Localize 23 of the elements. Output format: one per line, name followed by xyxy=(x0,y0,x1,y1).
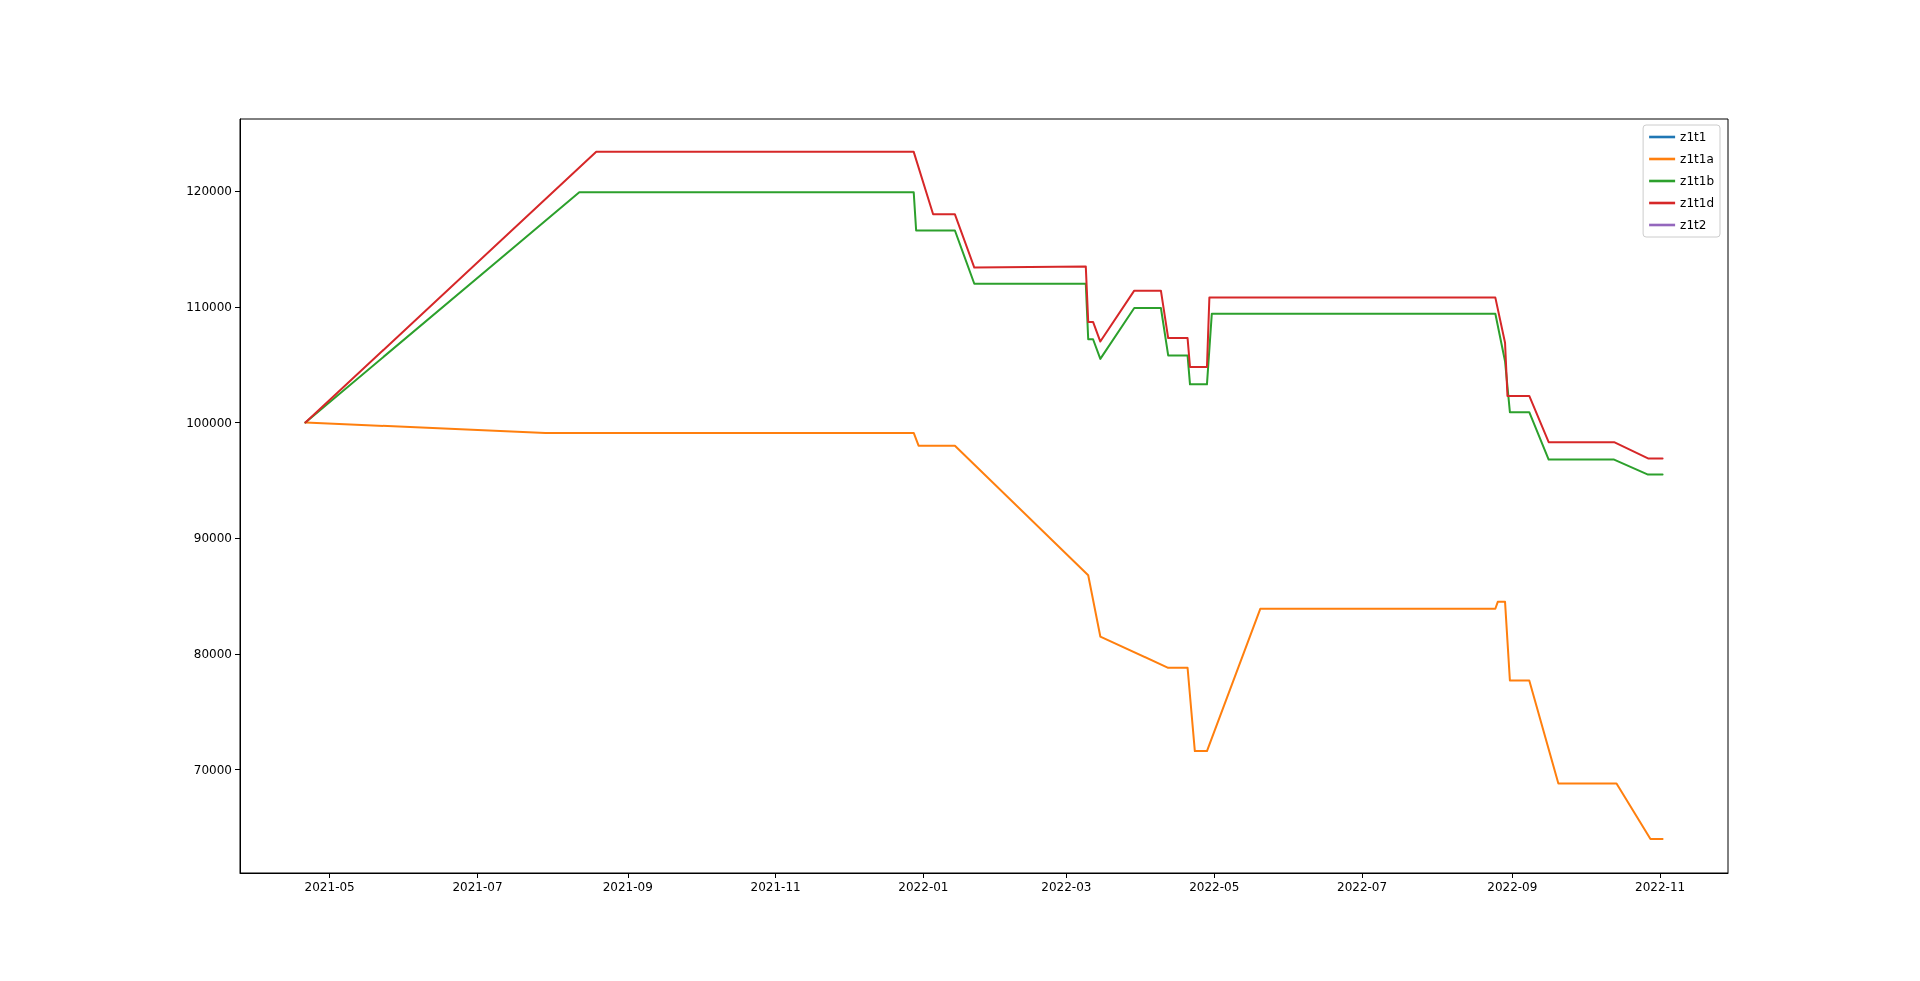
x-tick-label: 2022-07 xyxy=(1336,880,1388,894)
x-tick-label: 2022-03 xyxy=(1041,880,1092,894)
x-tick-label: 2021-11 xyxy=(750,880,801,894)
x-tick-label: 2021-07 xyxy=(452,880,503,894)
y-tick-label: 120000 xyxy=(186,184,232,199)
y-tick-label: 110000 xyxy=(186,299,232,314)
x-tick-label: 2022-09 xyxy=(1487,880,1538,894)
x-tick-label: 2022-05 xyxy=(1189,880,1240,894)
y-tick-label: 70000 xyxy=(193,762,232,777)
y-tick-label: 80000 xyxy=(193,646,232,661)
legend-label: z1t2 xyxy=(1680,218,1707,232)
y-tick-label: 90000 xyxy=(193,531,232,546)
legend-label: z1t1a xyxy=(1680,152,1714,166)
line-series xyxy=(304,421,1664,840)
legend-label: z1t1d xyxy=(1680,196,1714,210)
legend-label: z1t1b xyxy=(1680,174,1714,188)
x-tick-label: 2022-01 xyxy=(898,880,949,894)
y-tick-label: 100000 xyxy=(186,415,232,430)
x-tick-label: 2022-11 xyxy=(1635,880,1686,894)
x-tick-label: 2021-05 xyxy=(304,880,355,894)
legend-label: z1t1 xyxy=(1680,130,1707,144)
x-tick-label: 2021-09 xyxy=(602,880,653,894)
line-series xyxy=(304,150,1664,460)
